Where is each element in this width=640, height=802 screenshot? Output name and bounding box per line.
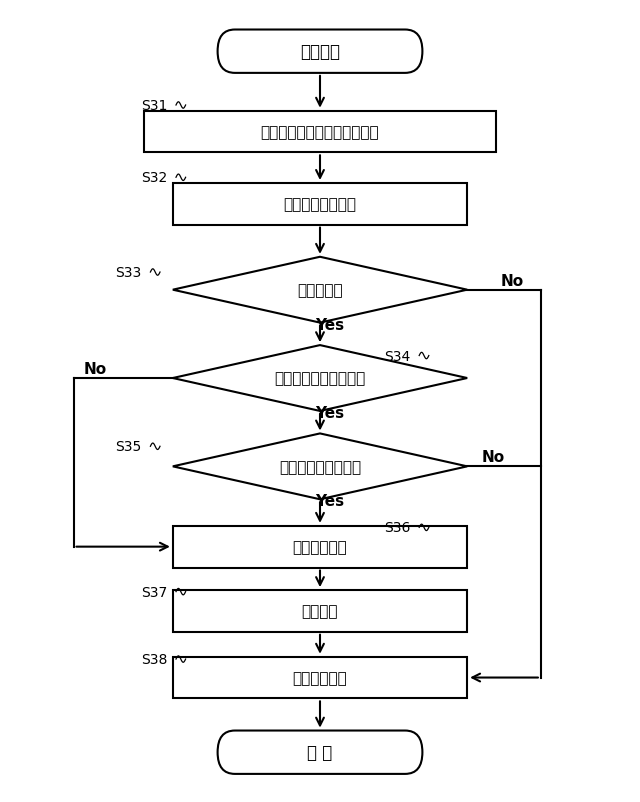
Polygon shape	[173, 257, 467, 323]
FancyBboxPatch shape	[218, 30, 422, 74]
Bar	[144, 111, 496, 153]
Text: 変速実行: 変速実行	[301, 604, 339, 618]
Text: クラッチ切断: クラッチ切断	[292, 540, 348, 554]
Text: 変速必要？: 変速必要？	[297, 283, 343, 298]
Text: S36: S36	[384, 520, 410, 535]
Bar	[173, 657, 467, 699]
Text: 戈 る: 戈 る	[307, 743, 333, 761]
Text: Yes: Yes	[315, 406, 344, 420]
Polygon shape	[173, 346, 467, 411]
Text: No: No	[481, 450, 504, 464]
Text: S33: S33	[115, 265, 141, 280]
Text: Yes: Yes	[315, 318, 344, 332]
Text: クラッチ接続: クラッチ接続	[292, 670, 348, 685]
Text: S38: S38	[141, 652, 167, 666]
Text: 目標変速状態決定: 目標変速状態決定	[284, 197, 356, 212]
Text: S37: S37	[141, 585, 167, 599]
Text: 変速はシフトアップ？: 変速はシフトアップ？	[275, 371, 365, 386]
FancyBboxPatch shape	[218, 731, 422, 774]
Bar	[173, 590, 467, 632]
Bar	[173, 184, 467, 225]
Text: S31: S31	[141, 99, 167, 113]
Text: S34: S34	[384, 349, 410, 363]
Text: No: No	[83, 362, 106, 376]
Text: 車速，アクセル開度読み込み: 車速，アクセル開度読み込み	[260, 125, 380, 140]
Text: シフトアップ許可？: シフトアップ許可？	[279, 460, 361, 474]
Text: S35: S35	[115, 439, 141, 454]
Text: No: No	[500, 273, 524, 288]
Text: S32: S32	[141, 171, 167, 185]
Polygon shape	[173, 434, 467, 500]
Text: Yes: Yes	[315, 494, 344, 508]
Bar	[173, 526, 467, 568]
Text: 変速制御: 変速制御	[300, 43, 340, 61]
